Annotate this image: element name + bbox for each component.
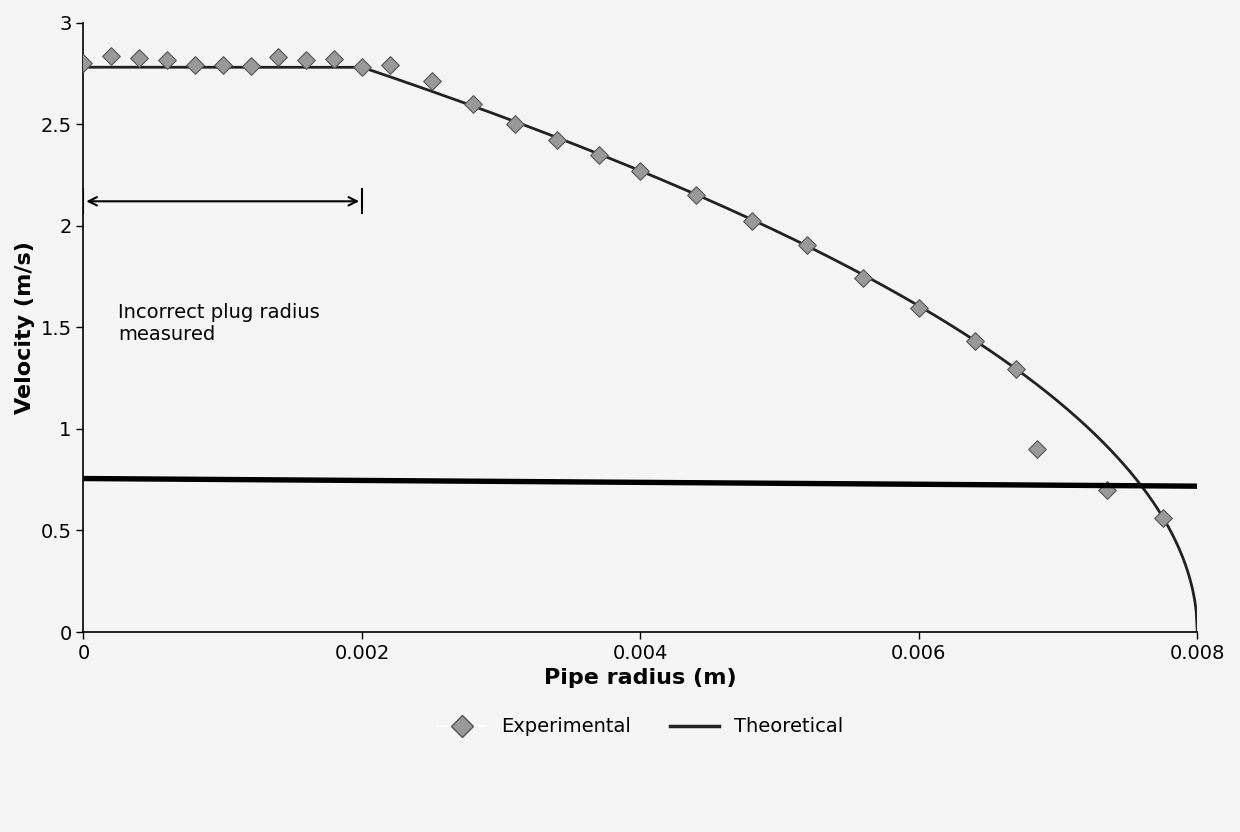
Point (352, 60, 372, 73)
Point (686, 188, 706, 201)
Point (547, 133, 567, 146)
Point (379, 58, 399, 72)
Point (324, 52, 343, 65)
Point (909, 301, 929, 314)
Point (213, 58, 233, 72)
Point (589, 149, 609, 162)
Point (464, 97, 484, 111)
Point (422, 74, 441, 87)
Point (1097, 483, 1117, 497)
Point (965, 334, 985, 348)
Point (241, 60, 260, 73)
Point (269, 50, 289, 63)
Point (157, 53, 177, 67)
Point (129, 52, 149, 65)
Point (1007, 363, 1027, 376)
Point (185, 58, 205, 72)
Point (73, 56, 93, 69)
Y-axis label: Velocity (m/s): Velocity (m/s) (15, 240, 35, 414)
Point (1153, 512, 1173, 525)
Point (505, 117, 525, 131)
Legend: Experimental, Theoretical: Experimental, Theoretical (429, 710, 852, 744)
X-axis label: Pipe radius (m): Pipe radius (m) (544, 668, 737, 688)
Point (853, 271, 873, 285)
Point (630, 164, 650, 177)
Point (1027, 443, 1047, 456)
Point (742, 215, 761, 228)
Point (296, 53, 316, 67)
Point (102, 49, 122, 62)
Point (797, 239, 817, 252)
Text: Incorrect plug radius
measured: Incorrect plug radius measured (118, 303, 320, 344)
